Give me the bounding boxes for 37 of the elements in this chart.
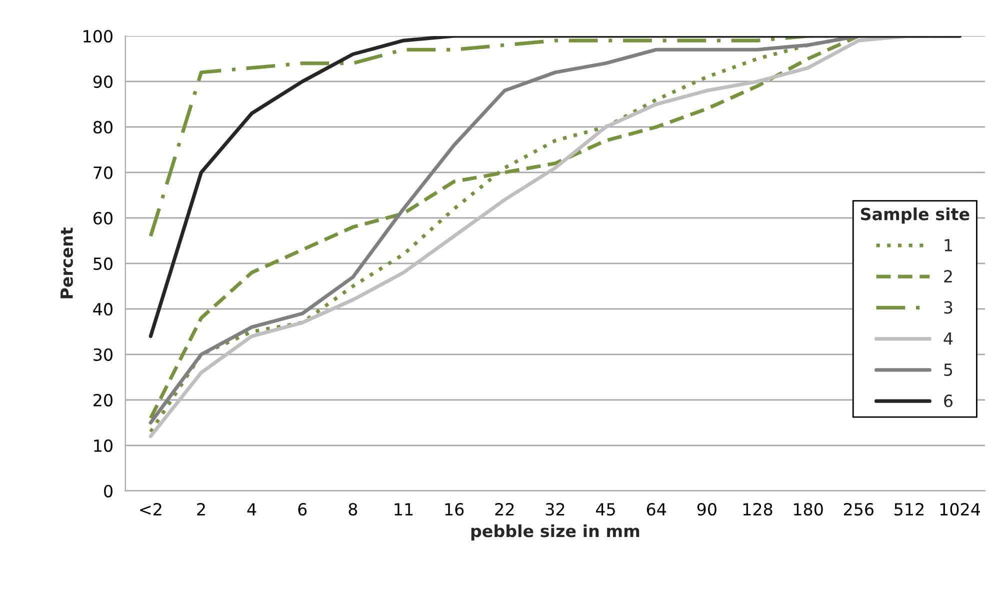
y-tick-label: 70: [94, 166, 112, 180]
legend-label: 3: [944, 301, 952, 314]
y-tick-label: 50: [94, 257, 112, 270]
legend-label: 4: [944, 332, 953, 345]
x-axis-title: pebble size in mm: [471, 524, 640, 540]
y-tick-label: 10: [94, 439, 112, 452]
x-tick-label: 11: [394, 503, 413, 516]
legend-label: 5: [944, 364, 952, 376]
x-tick-label: 45: [596, 503, 615, 516]
legend-label: 6: [944, 394, 952, 408]
x-tick-label: 256: [844, 502, 874, 516]
x-tick-label: 6: [298, 502, 307, 516]
x-tick-label: 4: [247, 503, 256, 516]
y-tick-label: 30: [94, 348, 112, 361]
y-axis-title: Percent: [60, 227, 73, 298]
y-tick-label: 60: [94, 212, 112, 225]
x-tick-label: 8: [348, 502, 358, 516]
y-tick-label: 80: [93, 120, 112, 134]
x-tick-label: 2: [197, 502, 205, 516]
x-tick-label: 180: [794, 502, 823, 516]
x-tick-label: 16: [445, 502, 464, 516]
x-tick-label: 32: [546, 502, 564, 516]
y-tick-label: 0: [104, 484, 112, 498]
legend-label: 2: [944, 270, 952, 282]
y-tick-label: 40: [93, 302, 112, 316]
x-tick-label: 1024: [940, 502, 980, 516]
x-tick-label: 22: [495, 502, 514, 516]
x-tick-label: <2: [140, 502, 162, 516]
x-tick-label: 128: [743, 502, 772, 516]
y-tick-label: 100: [84, 30, 112, 43]
x-tick-label: 64: [646, 502, 666, 516]
legend-label: 1: [944, 239, 952, 252]
x-tick-label: 512: [894, 502, 924, 516]
y-tick-label: 90: [93, 75, 112, 88]
x-tick-label: 90: [697, 502, 716, 516]
y-tick-label: 20: [94, 394, 112, 406]
legend-title: Sample site: [860, 207, 970, 224]
